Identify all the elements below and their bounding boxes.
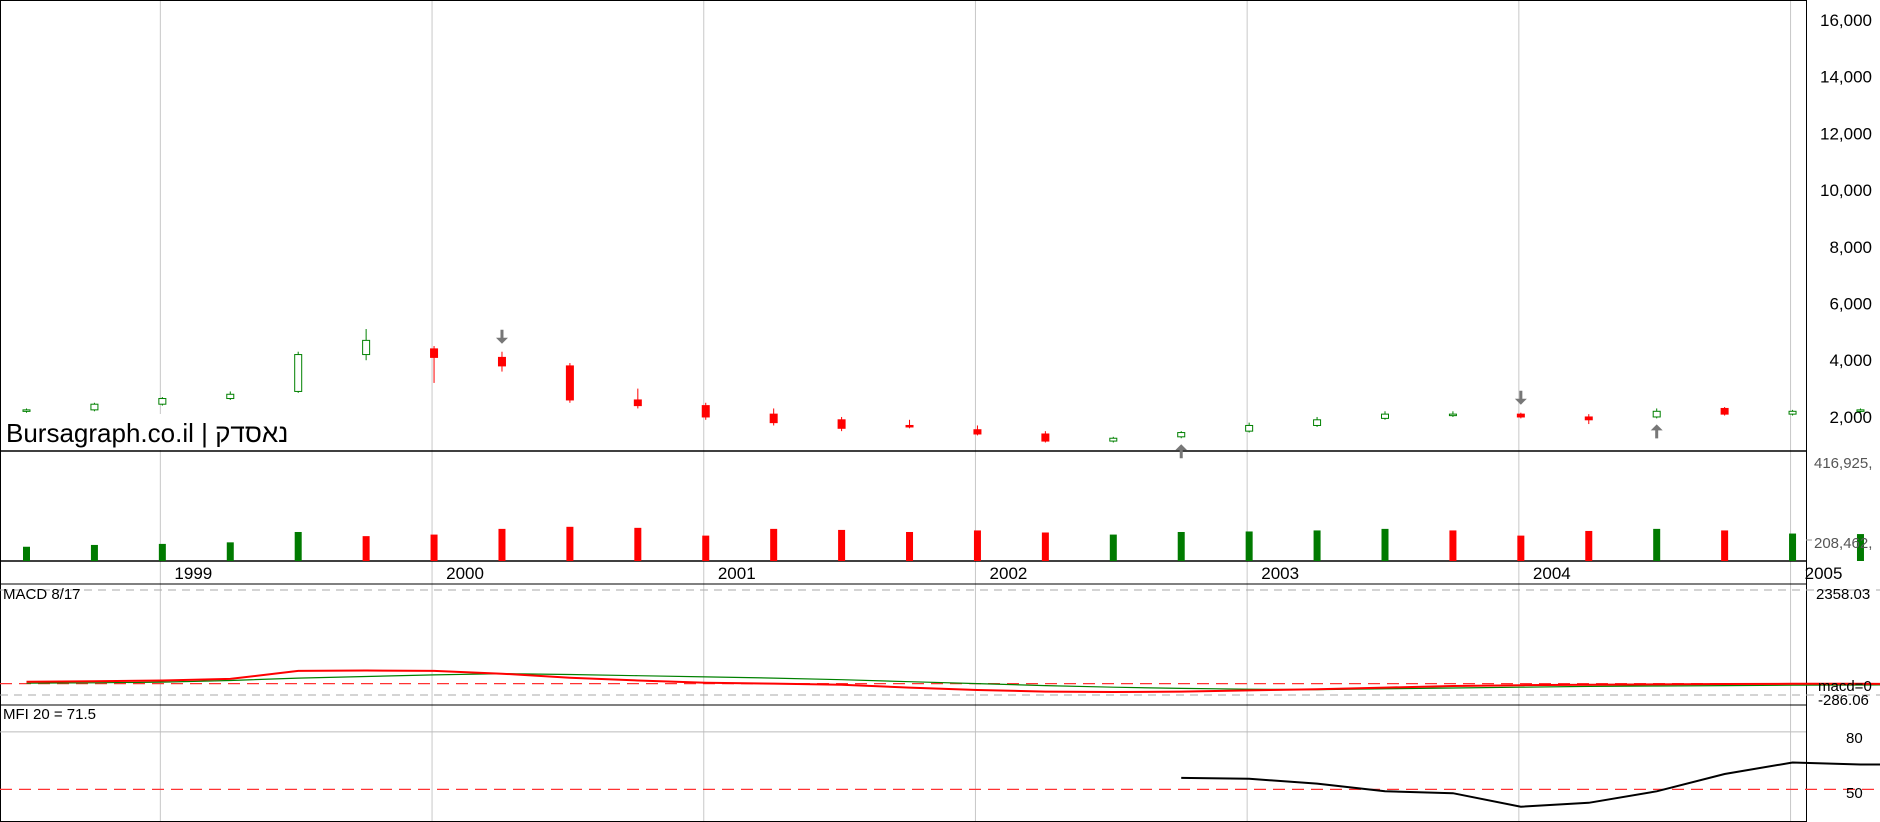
candle-down <box>565 365 574 401</box>
sell-arrow-icon <box>1514 390 1527 405</box>
volume-bar <box>362 536 370 561</box>
macd-tick-zero: macd=0 <box>1818 678 1872 695</box>
volume-bar <box>1245 531 1253 561</box>
candle-up <box>1652 410 1661 418</box>
candle-down <box>769 413 778 424</box>
mfi-series-line <box>1181 761 1880 808</box>
volume-bar <box>23 546 30 561</box>
volume-bar <box>1789 533 1797 561</box>
price-tick-label: 6,000 <box>1829 295 1872 314</box>
year-label: 2005 <box>1805 564 1843 583</box>
volume-bar <box>1041 532 1049 561</box>
volume-bar <box>430 534 438 561</box>
candle-up <box>1177 432 1186 438</box>
year-label: 1999 <box>174 564 212 583</box>
candle-down <box>837 419 846 429</box>
price-tick-label: 10,000 <box>1820 181 1872 200</box>
volume-bar <box>158 543 166 561</box>
buy-arrow-icon <box>1175 444 1188 459</box>
candle-up <box>1245 424 1254 432</box>
candle-up <box>1381 413 1389 419</box>
price-tick-label: 16,000 <box>1820 11 1872 30</box>
mfi-tick-50: 50 <box>1846 785 1863 802</box>
mfi-title: MFI 20 = 71.5 <box>3 706 96 723</box>
price-tick-label: 8,000 <box>1829 238 1872 257</box>
candle-up <box>22 409 31 412</box>
macd-tick-max: 2358.03 <box>1816 586 1870 603</box>
candle-up <box>1448 413 1457 417</box>
price-tick-label: 14,000 <box>1820 68 1872 87</box>
mfi-tick-80: 80 <box>1846 730 1863 747</box>
candle-up <box>1313 419 1322 426</box>
volume-bar <box>90 544 98 561</box>
macd-series-line <box>26 673 1880 691</box>
volume-bar <box>1585 530 1593 561</box>
price-panel: 2,000 4,000 6,000 8,000 10,000 12,000 14,000 16… <box>22 11 1872 459</box>
macd-title: MACD 8/17 <box>3 586 81 603</box>
candle-down <box>1516 413 1525 418</box>
candle-down <box>701 405 710 418</box>
candle-down <box>1584 416 1593 421</box>
volume-bar <box>1449 530 1457 561</box>
volume-bar <box>1313 530 1321 561</box>
volume-bar <box>294 531 302 561</box>
macd-series-line <box>26 669 1880 694</box>
year-label: 2002 <box>990 564 1028 583</box>
year-label: 2004 <box>1533 564 1571 583</box>
watermark-bg <box>2 414 292 450</box>
candle-up <box>90 403 99 411</box>
candle-down <box>430 348 439 358</box>
year-label: 2001 <box>718 564 756 583</box>
volume-bar <box>973 530 981 561</box>
volume-bar <box>566 526 574 561</box>
volume-bar <box>1721 530 1729 561</box>
sell-arrow-icon <box>495 329 508 344</box>
candle-down <box>905 424 914 428</box>
volume-tick-max: 416,925, <box>1814 455 1872 472</box>
volume-bar <box>702 535 710 561</box>
volume-tick-mid: 208,462, <box>1814 535 1872 552</box>
candle-down <box>1720 407 1729 415</box>
volume-bar <box>838 529 846 561</box>
candle-up <box>294 354 303 392</box>
buy-arrow-icon <box>1650 424 1663 439</box>
candle-up <box>158 398 167 405</box>
volume-bar <box>1517 535 1525 561</box>
price-tick-label: 4,000 <box>1829 351 1872 370</box>
volume-bar <box>1177 531 1185 561</box>
year-label: 2003 <box>1261 564 1299 583</box>
macd-panel <box>0 589 1880 696</box>
volume-bar <box>1856 534 1864 561</box>
plot-frame <box>0 0 1807 822</box>
volume-bar <box>906 531 914 561</box>
candle-up <box>1788 410 1797 415</box>
candle-up <box>362 339 371 356</box>
volume-bar <box>498 528 506 561</box>
volume-bar <box>634 527 642 561</box>
volume-bar <box>1653 528 1661 561</box>
candle-up <box>226 393 235 400</box>
price-tick-label: 2,000 <box>1829 408 1872 427</box>
year-label: 2000 <box>446 564 484 583</box>
volume-bar <box>226 542 234 561</box>
volume-panel: 1999200020012002200320042005200620072008… <box>23 526 1864 583</box>
candle-down <box>1041 433 1050 442</box>
watermark-text: Bursagraph.co.il | נאסדק <box>6 418 288 448</box>
volume-bar <box>1109 534 1117 561</box>
candle-down <box>973 429 982 435</box>
macd-tick-min: -286.06 <box>1818 692 1869 709</box>
price-tick-label: 12,000 <box>1820 124 1872 143</box>
volume-bar <box>770 528 778 561</box>
volume-bar <box>1381 528 1389 561</box>
candle-down <box>497 356 506 367</box>
candle-up <box>1109 437 1118 442</box>
candle-down <box>633 399 642 407</box>
mfi-panel <box>0 731 1880 808</box>
candle-up <box>1856 409 1865 412</box>
